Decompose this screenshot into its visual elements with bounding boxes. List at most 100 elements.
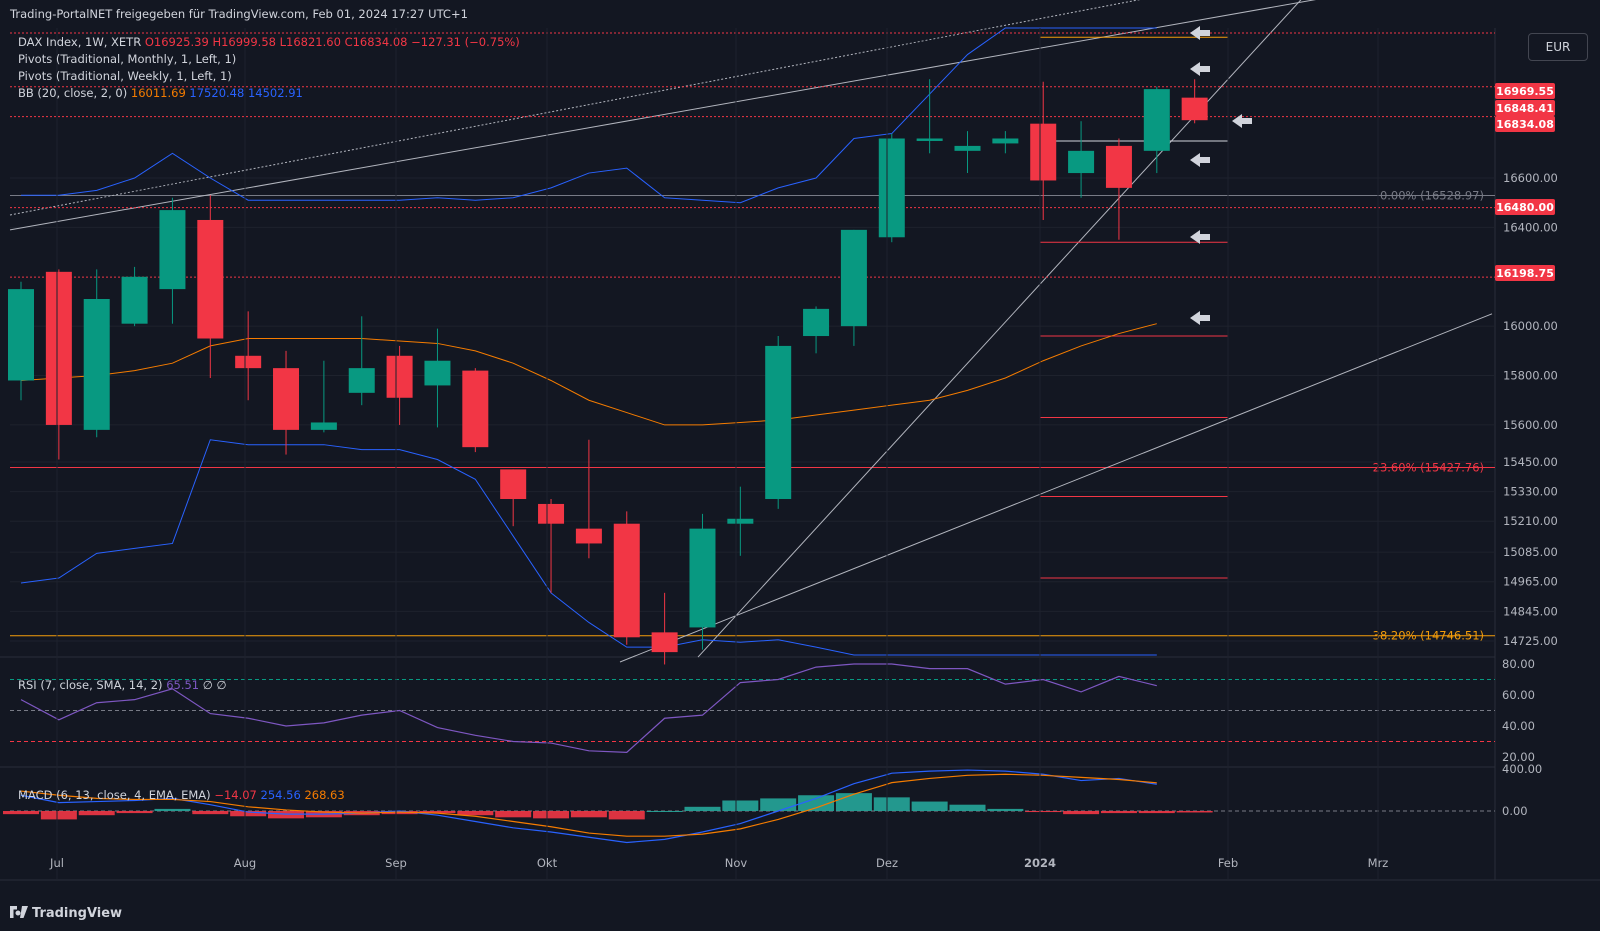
y-tick-label: 15330.00 xyxy=(1503,485,1558,499)
x-tick-label: Mrz xyxy=(1368,856,1389,870)
symbol-name[interactable]: DAX Index, 1W, XETR xyxy=(18,35,142,49)
rsi-tick-label: 80.00 xyxy=(1502,657,1535,671)
y-tick-label: 15800.00 xyxy=(1503,369,1558,383)
macd-tick-label: 0.00 xyxy=(1502,804,1528,818)
pivot-arrow-icon xyxy=(1190,153,1210,167)
tradingview-brand[interactable]: TradingView xyxy=(10,906,122,921)
rsi-extra: ∅ ∅ xyxy=(202,678,227,692)
candle-body xyxy=(424,360,451,386)
x-tick-label: Sep xyxy=(385,856,407,870)
macd-histogram-bar xyxy=(760,798,797,811)
candle-body xyxy=(121,276,148,324)
y-tick-label: 16000.00 xyxy=(1503,319,1558,333)
pivots-monthly-legend[interactable]: Pivots (Traditional, Monthly, 1, Left, 1… xyxy=(18,52,237,66)
macd-histogram-bar xyxy=(419,811,456,814)
y-tick-label: 15210.00 xyxy=(1503,514,1558,528)
candle-body xyxy=(83,298,110,430)
price-label-badge xyxy=(1495,116,1555,132)
bb-lower-line xyxy=(20,439,1157,656)
candle-body xyxy=(1068,150,1095,174)
bb-legend-row[interactable]: BB (20, close, 2, 0) 16011.69 17520.48 1… xyxy=(18,85,520,102)
candle-body xyxy=(1143,89,1170,151)
x-tick-label: Aug xyxy=(234,856,256,870)
pivots-weekly-legend[interactable]: Pivots (Traditional, Weekly, 1, Left, 1) xyxy=(18,69,232,83)
fib-level-label: 0.00% (16528.97) xyxy=(1380,189,1484,203)
candle-body xyxy=(840,229,867,327)
candle-body xyxy=(803,308,830,337)
fib-level-label: 38.20% (14746.51) xyxy=(1373,629,1484,643)
pivot-arrow-icon xyxy=(1190,230,1210,244)
ohlc-open: O16925.39 xyxy=(144,35,209,49)
trendline xyxy=(697,0,1302,658)
macd-histogram-bar xyxy=(533,811,570,819)
ohlc-low: L16821.60 xyxy=(279,35,341,49)
y-tick-label: 14845.00 xyxy=(1503,604,1558,618)
candle-body xyxy=(1105,145,1132,188)
rsi-legend[interactable]: RSI (7, close, SMA, 14, 2) 65.51 ∅ ∅ xyxy=(18,678,226,692)
candle-body xyxy=(689,528,716,628)
y-tick-label: 16400.00 xyxy=(1503,220,1558,234)
y-tick-label: 15085.00 xyxy=(1503,545,1558,559)
y-tick-label: 15450.00 xyxy=(1503,455,1558,469)
bb-upper-value: 17520.48 xyxy=(189,86,245,100)
macd-histogram-bar xyxy=(798,795,835,811)
x-tick-label: Jul xyxy=(49,856,64,870)
candle-body xyxy=(235,355,262,369)
price-label-value: 16848.41 xyxy=(1496,102,1554,115)
bb-upper-line xyxy=(21,27,1157,204)
macd-histogram-bar xyxy=(78,811,115,816)
candle-body xyxy=(727,518,754,524)
price-label-badge xyxy=(1495,199,1555,215)
macd-histogram-bar xyxy=(722,800,759,811)
candle-body xyxy=(878,138,905,238)
macd-hist-value: −14.07 xyxy=(214,788,257,802)
pivot-arrow-icon xyxy=(1232,114,1252,128)
candle-body xyxy=(954,145,981,151)
price-label-value: 16969.55 xyxy=(1496,85,1554,98)
candle-body xyxy=(765,345,792,500)
fib-level-label: 23.60% (15427.76) xyxy=(1373,460,1484,474)
macd-histogram-bar xyxy=(457,811,494,816)
macd-histogram-bar xyxy=(987,808,1024,811)
y-tick-label: 14965.00 xyxy=(1503,575,1558,589)
ohlc-change: −127.31 (−0.75%) xyxy=(411,35,520,49)
rsi-label: RSI (7, close, SMA, 14, 2) xyxy=(18,678,163,692)
trendline xyxy=(619,313,1493,663)
price-label-value: 16198.75 xyxy=(1496,267,1554,280)
candle-body xyxy=(992,138,1019,144)
rsi-tick-label: 60.00 xyxy=(1502,688,1535,702)
macd-histogram-bar xyxy=(608,811,645,820)
macd-histogram-bar xyxy=(1063,811,1100,815)
price-label-badge xyxy=(1495,265,1555,281)
y-tick-label: 15600.00 xyxy=(1503,418,1558,432)
macd-signal-value: 268.63 xyxy=(304,788,345,802)
bb-lower-value: 14502.91 xyxy=(247,86,303,100)
candle-body xyxy=(575,528,602,544)
macd-histogram-bar xyxy=(684,806,721,811)
macd-histogram-bar xyxy=(570,811,607,818)
bb-label: BB (20, close, 2, 0) xyxy=(18,86,128,100)
y-tick-label: 14725.00 xyxy=(1503,634,1558,648)
candle-body xyxy=(613,523,640,638)
ohlc-high: H16999.58 xyxy=(212,35,276,49)
macd-histogram-bar xyxy=(40,811,77,820)
pivot-arrow-icon xyxy=(1190,311,1210,325)
rsi-line xyxy=(20,663,1157,753)
x-tick-label: Nov xyxy=(725,856,748,870)
macd-legend[interactable]: MACD (6, 13, close, 4, EMA, EMA) −14.07 … xyxy=(18,788,345,802)
brand-name: TradingView xyxy=(32,906,123,921)
macd-histogram-bar xyxy=(646,811,683,812)
ohlc-close: C16834.08 xyxy=(344,35,408,49)
macd-histogram-bar xyxy=(116,811,153,814)
candle-body xyxy=(651,632,678,653)
x-tick-label: Dez xyxy=(876,856,898,870)
macd-histogram-bar xyxy=(3,811,39,815)
currency-selector[interactable]: EUR xyxy=(1528,33,1588,61)
pivot-arrow-icon xyxy=(1190,62,1210,76)
macd-tick-label: 400.00 xyxy=(1502,762,1542,776)
bb-basis-value: 16011.69 xyxy=(130,86,186,100)
macd-line xyxy=(20,769,1157,844)
x-tick-label: 2024 xyxy=(1024,856,1056,870)
pivot-arrow-icon xyxy=(1190,26,1210,40)
